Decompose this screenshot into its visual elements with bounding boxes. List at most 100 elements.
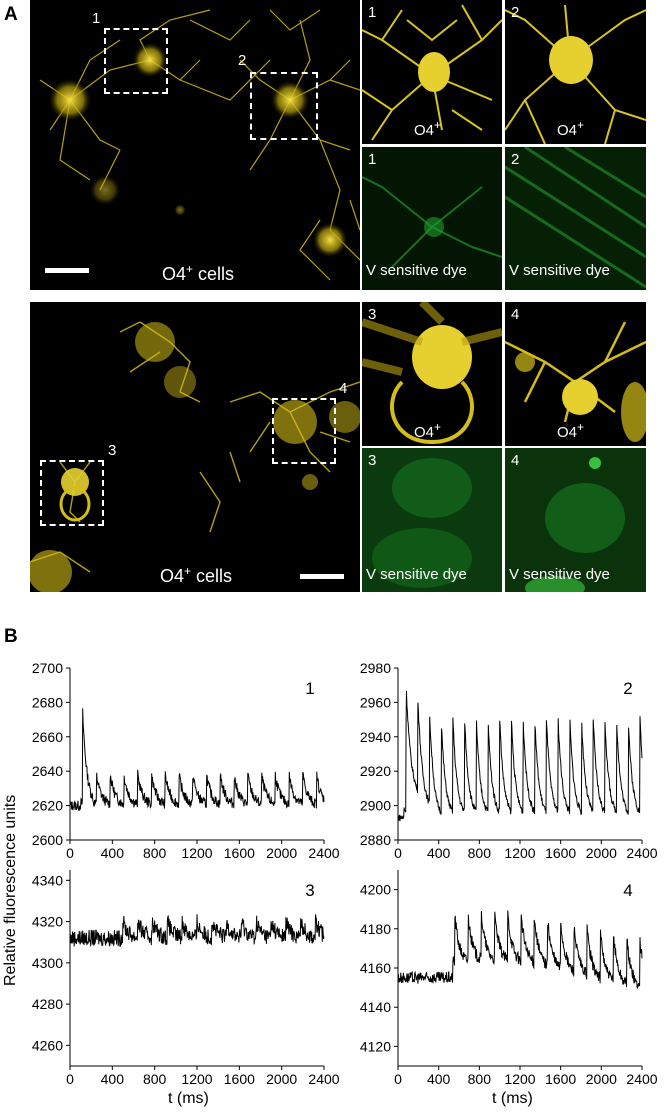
trace-plot-1: 0 400 800 1200 1600 2000 2400 2600 2620 2640 2660 2… — [32, 660, 340, 861]
roi-label-2: 2 — [238, 52, 247, 69]
trace-svg: 0 400 800 1200 1600 2000 2400 4120 4140 4160 4180 4… — [360, 870, 658, 1087]
scale-bar — [300, 574, 344, 579]
trace-plot-4: 0 400 800 1200 1600 2000 2400 4120 4140 4160 4180 4… — [360, 870, 658, 1087]
cell-closeup-graphic — [362, 302, 502, 445]
dye-closeup-graphic — [525, 457, 625, 592]
tile-caption: V sensitive dye — [509, 566, 610, 583]
tile-caption: O4+ — [557, 118, 585, 139]
x-tick-label: 0 — [394, 845, 402, 861]
panel-a-label: A — [4, 4, 18, 25]
roi-label-3: 3 — [108, 442, 117, 459]
x-tick-label: 2400 — [308, 845, 339, 861]
x-tick-label: 2000 — [266, 845, 297, 861]
y-axis-title: Relative fluorescence units — [2, 794, 19, 986]
x-tick-label: 1600 — [545, 845, 576, 861]
trace-svg: 0 400 800 1200 1600 2000 2400 4260 4280 4300 4320 4… — [32, 870, 340, 1087]
tile-number: 3 — [368, 452, 377, 469]
cell-closeup-graphic — [505, 321, 646, 442]
x-tick-label: 2000 — [586, 1071, 617, 1087]
tile-caption: O4+ — [557, 420, 585, 441]
fluorescence-trace — [397, 690, 643, 821]
fluorescence-trace — [69, 708, 325, 812]
roi-box-3 — [40, 460, 104, 526]
tile-dye-1: 1 V sensitive dye — [362, 147, 502, 290]
x-tick-label: 1600 — [224, 1071, 255, 1087]
x-tick-label: 800 — [468, 845, 492, 861]
tile-number: 1 — [368, 151, 377, 168]
x-tick-label: 400 — [427, 1071, 451, 1087]
y-tick-label: 2660 — [32, 729, 63, 745]
y-tick-label: 4260 — [32, 1037, 63, 1053]
trace-number-label: 2 — [623, 679, 632, 698]
x-tick-label: 800 — [143, 845, 167, 861]
yellow-cells-graphic — [39, 9, 360, 281]
x-tick-label: 1200 — [504, 845, 535, 861]
tile-dye-2: 2 V sensitive dye — [505, 147, 646, 290]
x-tick-label: 2400 — [308, 1071, 339, 1087]
x-tick-label: 1200 — [504, 1071, 535, 1087]
fluorescence-trace — [397, 910, 643, 989]
scale-bar — [45, 268, 89, 273]
fluorescence-trace — [69, 914, 325, 947]
trace-number-label: 3 — [305, 881, 314, 900]
tile-number: 2 — [511, 151, 520, 168]
cell-closeup-graphic — [505, 4, 646, 144]
x-tick-label: 1200 — [181, 1071, 212, 1087]
tile-number: 2 — [511, 4, 520, 21]
trace-number-label: 4 — [623, 881, 632, 900]
x-tick-label: 2400 — [626, 845, 657, 861]
y-tick-label: 4120 — [360, 1038, 391, 1054]
x-tick-label: 1600 — [545, 1071, 576, 1087]
x-tick-label: 400 — [427, 845, 451, 861]
trace-plot-2: 0 400 800 1200 1600 2000 2400 2880 2900 2920 2940 2… — [360, 660, 658, 861]
tile-o4-3: 3 O4+ — [362, 302, 502, 446]
trace-number-label: 1 — [305, 679, 314, 698]
x-tick-label: 1600 — [224, 845, 255, 861]
y-tick-label: 4340 — [32, 872, 63, 888]
tile-caption: O4+ — [414, 420, 442, 441]
panel-b-label: B — [4, 626, 18, 647]
y-tick-label: 4200 — [360, 882, 391, 898]
tile-caption: V sensitive dye — [509, 262, 610, 279]
x-axis-title-left: t (ms) — [168, 1090, 209, 1107]
tile-o4-4: 4 O4+ — [505, 302, 646, 446]
x-tick-label: 400 — [101, 845, 125, 861]
tile-number: 4 — [511, 452, 520, 469]
y-tick-label: 4160 — [360, 960, 391, 976]
roi-box-2 — [250, 72, 318, 140]
y-tick-label: 4140 — [360, 999, 391, 1015]
tile-dye-3: 3 V sensitive dye — [362, 448, 502, 592]
y-tick-label: 2880 — [360, 832, 391, 848]
trace-svg: 0 400 800 1200 1600 2000 2400 2880 2900 2920 2940 2… — [360, 660, 658, 861]
x-tick-label: 400 — [101, 1071, 125, 1087]
roi-label-4: 4 — [339, 380, 348, 397]
trace-plot-3: 0 400 800 1200 1600 2000 2400 4260 4280 4300 4320 4… — [32, 870, 340, 1087]
tile-number: 1 — [368, 4, 377, 21]
roi-box-4 — [272, 398, 336, 464]
y-tick-label: 4280 — [32, 996, 63, 1012]
tile-caption: V sensitive dye — [366, 566, 467, 583]
cell-closeup-graphic — [362, 4, 502, 141]
roi-label-1: 1 — [92, 10, 101, 27]
y-tick-label: 2920 — [360, 763, 391, 779]
x-axis-title-right: t (ms) — [492, 1090, 533, 1107]
tile-number: 4 — [511, 306, 520, 323]
y-tick-label: 4300 — [32, 955, 63, 971]
dye-closeup-graphic — [505, 147, 646, 289]
x-tick-label: 2400 — [626, 1071, 657, 1087]
x-tick-label: 2000 — [266, 1071, 297, 1087]
x-tick-label: 1200 — [181, 845, 212, 861]
y-tick-label: 4180 — [360, 921, 391, 937]
dye-closeup-graphic — [372, 458, 472, 588]
y-tick-label: 2940 — [360, 729, 391, 745]
trace-svg: 0 400 800 1200 1600 2000 2400 2600 2620 2640 2660 2… — [32, 660, 340, 861]
y-tick-label: 2620 — [32, 798, 63, 814]
overview-image-top: 1 2 O4+ cells — [30, 0, 360, 290]
x-tick-label: 2000 — [586, 845, 617, 861]
x-tick-label: 0 — [66, 1071, 74, 1087]
x-tick-label: 0 — [66, 845, 74, 861]
overview-image-bottom: 3 4 O4+ cells — [30, 302, 360, 592]
y-tick-label: 2980 — [360, 660, 391, 676]
y-tick-label: 2960 — [360, 694, 391, 710]
y-tick-label: 2700 — [32, 660, 63, 676]
